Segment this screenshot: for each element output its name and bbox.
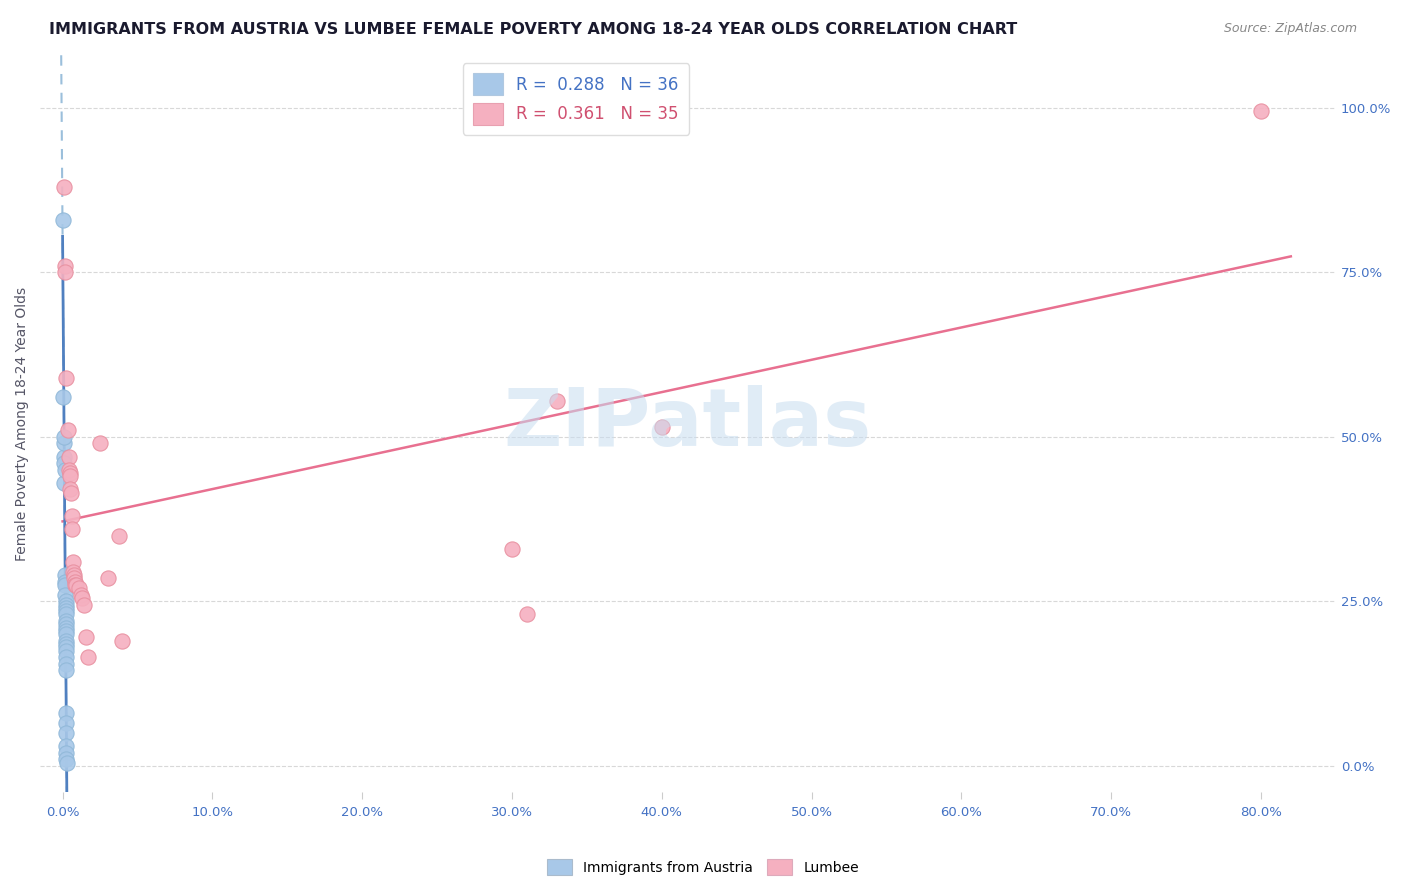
Point <box>108 528 131 542</box>
Point <box>65 578 87 592</box>
Point <box>55 624 77 638</box>
Point <box>53 259 76 273</box>
Point <box>53 588 76 602</box>
Point <box>55 627 77 641</box>
Point <box>56 423 79 437</box>
Point <box>55 640 77 655</box>
Y-axis label: Female Poverty Among 18-24 Year Olds: Female Poverty Among 18-24 Year Olds <box>15 286 30 561</box>
Point <box>53 463 76 477</box>
Point <box>55 706 77 721</box>
Point <box>55 657 77 671</box>
Legend: R =  0.288   N = 36, R =  0.361   N = 35: R = 0.288 N = 36, R = 0.361 N = 35 <box>463 63 689 135</box>
Point <box>55 633 77 648</box>
Point <box>60 508 83 523</box>
Point <box>55 726 77 740</box>
Point <box>53 578 76 592</box>
Point <box>60 485 83 500</box>
Text: ZIPatlas: ZIPatlas <box>503 384 872 463</box>
Point <box>55 598 77 612</box>
Point <box>59 469 82 483</box>
Point <box>58 463 80 477</box>
Point <box>55 650 77 665</box>
Point <box>53 179 76 194</box>
Point <box>55 594 77 608</box>
Point <box>55 637 77 651</box>
Point <box>53 450 76 464</box>
Point <box>55 643 77 657</box>
Point <box>53 568 76 582</box>
Point <box>516 607 538 622</box>
Point <box>55 756 77 770</box>
Point <box>651 420 673 434</box>
Point <box>69 588 91 602</box>
Point <box>65 578 87 592</box>
Legend: Immigrants from Austria, Lumbee: Immigrants from Austria, Lumbee <box>541 854 865 880</box>
Point <box>55 614 77 628</box>
Point <box>52 390 75 404</box>
Point <box>55 746 77 760</box>
Point <box>55 607 77 622</box>
Point <box>55 664 77 678</box>
Point <box>62 568 84 582</box>
Point <box>53 456 76 470</box>
Point <box>62 565 84 579</box>
Point <box>75 631 97 645</box>
Point <box>55 600 77 615</box>
Point <box>63 571 86 585</box>
Point <box>89 436 111 450</box>
Point <box>72 598 94 612</box>
Point <box>59 466 82 480</box>
Point <box>53 265 76 279</box>
Point <box>111 633 134 648</box>
Point <box>96 571 118 585</box>
Point <box>52 212 75 227</box>
Point <box>77 650 100 665</box>
Point <box>501 541 523 556</box>
Point <box>546 393 568 408</box>
Point <box>1250 104 1272 119</box>
Point <box>59 483 82 497</box>
Point <box>67 581 90 595</box>
Point <box>55 370 77 384</box>
Point <box>55 621 77 635</box>
Point <box>55 716 77 731</box>
Point <box>55 752 77 766</box>
Point <box>53 430 76 444</box>
Point <box>63 574 86 589</box>
Point <box>53 574 76 589</box>
Point <box>55 617 77 632</box>
Point <box>55 739 77 753</box>
Point <box>60 522 83 536</box>
Point <box>53 436 76 450</box>
Point <box>58 450 80 464</box>
Text: Source: ZipAtlas.com: Source: ZipAtlas.com <box>1223 22 1357 36</box>
Point <box>55 604 77 618</box>
Text: IMMIGRANTS FROM AUSTRIA VS LUMBEE FEMALE POVERTY AMONG 18-24 YEAR OLDS CORRELATI: IMMIGRANTS FROM AUSTRIA VS LUMBEE FEMALE… <box>49 22 1018 37</box>
Point <box>53 475 76 490</box>
Point <box>62 555 84 569</box>
Point <box>70 591 93 605</box>
